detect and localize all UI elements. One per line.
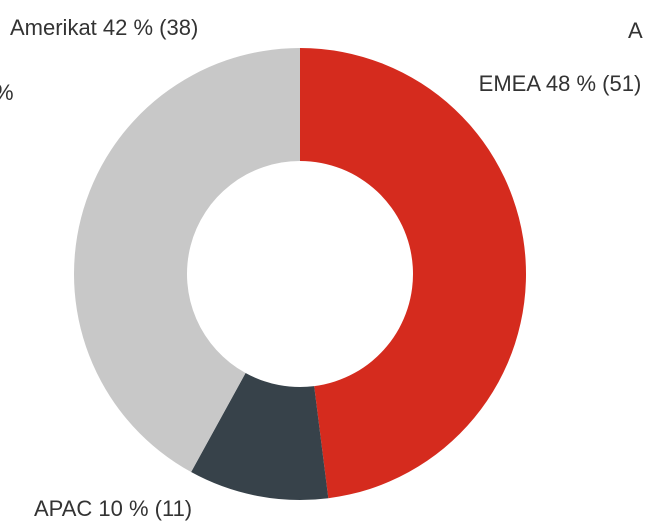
slice: [300, 48, 527, 499]
slice: [191, 373, 329, 501]
slice: [73, 47, 300, 473]
clipped-label: A: [628, 18, 643, 43]
slice-label: APAC 10 % (11): [34, 496, 193, 521]
slice-label: Amerikat 42 % (38): [10, 15, 199, 40]
slice-label: EMEA 48 % (51): [478, 71, 642, 96]
clipped-label: %: [0, 70, 14, 116]
